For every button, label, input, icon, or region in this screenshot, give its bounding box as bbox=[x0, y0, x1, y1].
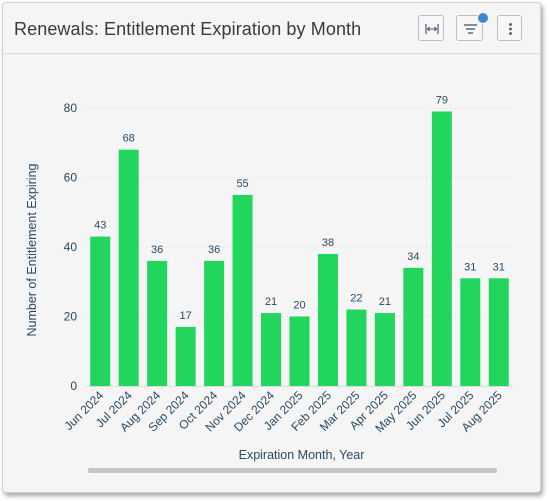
bar bbox=[374, 313, 395, 386]
bar bbox=[232, 194, 253, 386]
data-label: 31 bbox=[464, 261, 476, 273]
data-label: 36 bbox=[208, 244, 220, 256]
filter-icon bbox=[464, 24, 477, 34]
bar bbox=[118, 149, 139, 386]
bar bbox=[488, 278, 509, 386]
y-tick-label: 20 bbox=[64, 310, 78, 324]
header-divider bbox=[3, 53, 540, 54]
y-axis-title: Number of Entitlement Expiring bbox=[25, 163, 39, 336]
bar bbox=[90, 236, 111, 386]
fit-width-button[interactable] bbox=[418, 15, 444, 41]
bar bbox=[261, 313, 282, 386]
fit-width-icon bbox=[425, 24, 439, 34]
bar bbox=[204, 260, 225, 386]
x-axis-title: Expiration Month, Year bbox=[239, 448, 365, 462]
more-vertical-icon bbox=[509, 23, 512, 35]
bar bbox=[317, 253, 338, 386]
card-header: Renewals: Entitlement Expiration by Mont… bbox=[3, 3, 540, 53]
data-label: 68 bbox=[123, 133, 135, 145]
y-tick-label: 0 bbox=[70, 379, 77, 393]
data-label: 36 bbox=[151, 244, 163, 256]
filter-indicator-badge bbox=[477, 12, 489, 24]
bar bbox=[289, 316, 310, 386]
data-label: 55 bbox=[236, 178, 248, 190]
data-label: 22 bbox=[350, 293, 362, 305]
y-tick-label: 80 bbox=[64, 101, 78, 115]
y-tick-label: 60 bbox=[64, 171, 78, 185]
chart-card: Renewals: Entitlement Expiration by Mont… bbox=[2, 2, 541, 493]
data-label: 79 bbox=[436, 94, 448, 106]
data-label: 21 bbox=[265, 296, 277, 308]
bar bbox=[147, 260, 168, 386]
more-options-button[interactable] bbox=[497, 15, 522, 41]
bar bbox=[403, 267, 424, 386]
bar bbox=[175, 326, 196, 386]
bar bbox=[346, 309, 367, 386]
horizontal-scrollbar[interactable] bbox=[88, 468, 497, 473]
data-label: 43 bbox=[94, 220, 106, 232]
data-label: 17 bbox=[180, 310, 192, 322]
data-label: 20 bbox=[293, 300, 305, 312]
y-tick-label: 40 bbox=[64, 240, 78, 254]
data-label: 38 bbox=[322, 237, 334, 249]
data-label: 31 bbox=[493, 261, 505, 273]
bar bbox=[431, 111, 452, 386]
data-label: 21 bbox=[379, 296, 391, 308]
bar bbox=[460, 278, 481, 386]
chart-title: Renewals: Entitlement Expiration by Mont… bbox=[14, 19, 362, 39]
data-label: 34 bbox=[407, 251, 419, 263]
